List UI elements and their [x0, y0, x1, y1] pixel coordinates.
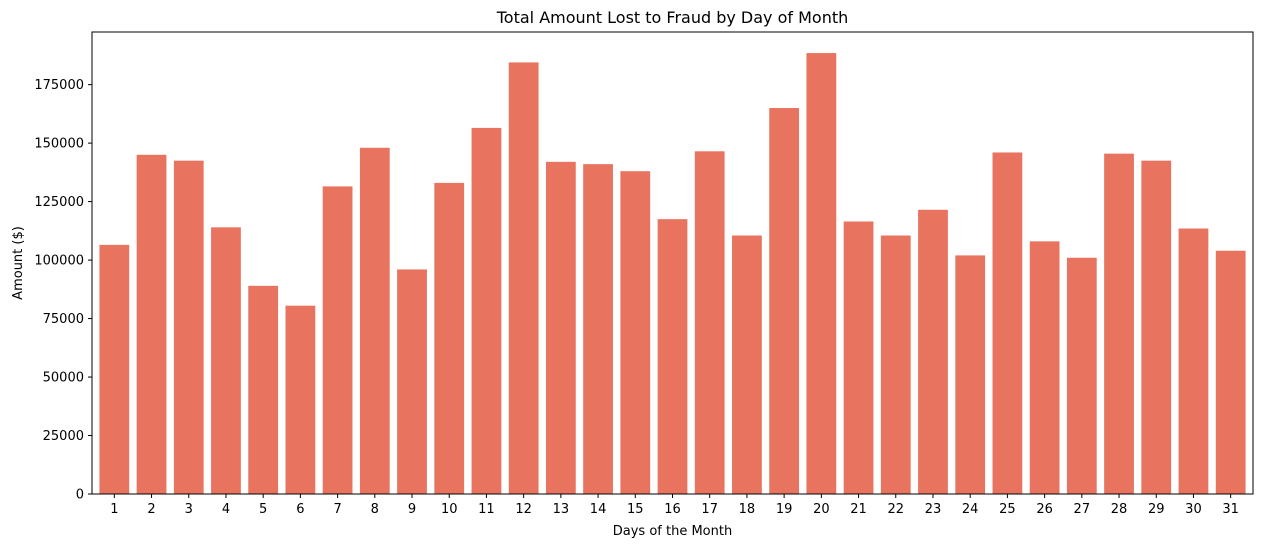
bar-day-1 [99, 244, 130, 494]
bar-day-24 [955, 255, 986, 494]
bar-day-31 [1215, 250, 1246, 494]
x-tick-label: 15 [627, 502, 644, 517]
y-tick-label: 25000 [43, 429, 84, 444]
x-tick-label: 7 [333, 502, 341, 517]
x-tick-label: 27 [1074, 502, 1091, 517]
x-tick-label: 14 [590, 502, 607, 517]
x-axis-label: Days of the Month [613, 524, 732, 539]
x-tick-label: 3 [185, 502, 193, 517]
x-tick-label: 8 [371, 502, 379, 517]
x-tick-label: 21 [850, 502, 867, 517]
bar-day-28 [1104, 153, 1134, 494]
x-tick-label: 23 [925, 502, 942, 517]
bar-day-29 [1141, 160, 1172, 494]
plot-frame [91, 31, 1254, 495]
bar-day-4 [211, 227, 241, 494]
bar-day-20 [806, 53, 837, 495]
x-tick-label: 2 [147, 502, 155, 517]
x-tick-label: 20 [813, 502, 830, 517]
bar-day-12 [508, 62, 539, 494]
x-tick-label: 17 [701, 502, 718, 517]
bar-day-19 [769, 108, 800, 494]
bar-day-7 [322, 186, 353, 494]
y-tick-label: 175000 [34, 78, 84, 93]
chart-title: Total Amount Lost to Fraud by Day of Mon… [496, 8, 849, 27]
x-tick-label: 25 [999, 502, 1016, 517]
x-tick-label: 19 [776, 502, 793, 517]
bar-day-10 [434, 182, 465, 494]
x-tick-label: 6 [296, 502, 304, 517]
bar-day-25 [992, 152, 1023, 494]
y-tick-label: 125000 [34, 195, 84, 210]
bar-day-14 [583, 164, 613, 495]
x-tick-label: 13 [553, 502, 570, 517]
x-axis-ticks: 1 2 3 4 5 6 7 8 9 10 11 12 13 14 15 16 17 18 19 20 21 22 23 24 2… [110, 494, 1239, 517]
x-tick-label: 5 [259, 502, 267, 517]
bar-day-11 [471, 127, 502, 494]
x-tick-label: 24 [962, 502, 979, 517]
x-tick-label: 11 [478, 502, 495, 517]
bar-day-3 [173, 160, 204, 494]
bar-day-2 [136, 154, 167, 494]
bar-day-8 [359, 147, 390, 495]
bar-day-17 [694, 151, 725, 495]
y-axis-ticks: 0 25000 50000 75000 100000 125000 150000 175000 [34, 78, 92, 503]
y-tick-label: 0 [76, 488, 84, 503]
bar-day-6 [285, 305, 316, 494]
y-tick-label: 75000 [43, 312, 84, 327]
bar-day-22 [880, 235, 911, 494]
x-tick-label: 1 [110, 502, 118, 517]
bar-day-21 [843, 221, 874, 495]
x-tick-label: 10 [441, 502, 458, 517]
x-tick-label: 22 [887, 502, 904, 517]
x-tick-label: 4 [222, 502, 230, 517]
x-tick-label: 12 [515, 502, 532, 517]
x-tick-label: 9 [408, 502, 416, 517]
bar-day-13 [545, 161, 576, 494]
bar-day-15 [620, 171, 651, 494]
x-tick-label: 28 [1111, 502, 1128, 517]
bar-day-26 [1029, 241, 1060, 494]
bar-day-5 [248, 285, 279, 494]
bar-day-23 [918, 209, 948, 494]
x-tick-label: 18 [739, 502, 756, 517]
bar-day-27 [1066, 257, 1097, 494]
y-tick-label: 100000 [34, 254, 84, 269]
bars-group [99, 53, 1246, 495]
x-tick-label: 31 [1222, 502, 1239, 517]
bar-day-18 [732, 235, 762, 494]
bar-day-9 [397, 269, 427, 494]
y-tick-label: 150000 [34, 137, 84, 152]
x-tick-label: 16 [664, 502, 681, 517]
x-tick-label: 29 [1148, 502, 1165, 517]
bar-day-30 [1178, 228, 1209, 494]
y-axis-label: Amount ($) [11, 226, 26, 300]
x-tick-label: 30 [1185, 502, 1202, 517]
bar-day-16 [657, 219, 688, 494]
y-tick-label: 50000 [43, 371, 84, 386]
x-tick-label: 26 [1036, 502, 1053, 517]
